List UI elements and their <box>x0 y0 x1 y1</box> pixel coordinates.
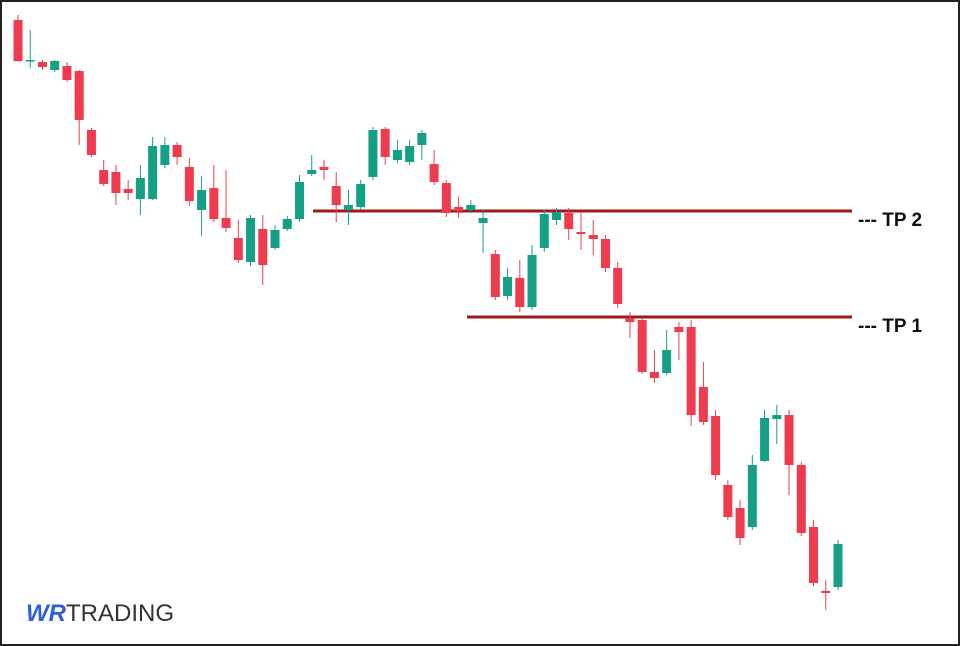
candle-body <box>833 544 843 587</box>
candle-body <box>282 219 292 229</box>
candle-body <box>515 278 525 307</box>
candle-body <box>380 129 390 157</box>
candle-body <box>343 205 353 210</box>
candle-body <box>368 130 378 177</box>
candle-body <box>552 212 562 220</box>
candle-body <box>637 320 647 372</box>
candle-body <box>197 190 207 210</box>
candle-body <box>576 232 586 234</box>
candle-body <box>25 60 35 62</box>
candle-body <box>13 20 23 61</box>
candle-body <box>772 415 782 419</box>
candle-body <box>674 327 684 332</box>
tp-label: --- TP 2 <box>858 210 922 231</box>
candle-body <box>564 213 574 229</box>
candle-body <box>258 229 268 265</box>
candle-body <box>331 186 341 205</box>
candle-body <box>539 214 549 248</box>
candle-body <box>123 189 133 193</box>
candle-body <box>686 327 696 415</box>
candle-body <box>454 207 464 211</box>
candle-body <box>209 188 219 219</box>
candle-body <box>711 416 721 475</box>
candle-body <box>319 167 329 170</box>
candle-body <box>429 164 439 182</box>
candle-body <box>172 145 182 157</box>
candle-body <box>294 182 304 219</box>
candle-body <box>37 62 47 67</box>
candle-body <box>74 71 84 120</box>
candle-body <box>760 418 770 461</box>
candle-body <box>735 508 745 538</box>
candle-body <box>466 205 476 210</box>
candle-body <box>405 146 415 162</box>
candle-body <box>392 150 402 160</box>
candle-body <box>821 591 831 593</box>
candle-body <box>62 66 72 80</box>
candle-body <box>503 277 513 296</box>
candle-body <box>441 183 451 213</box>
candle-body <box>86 130 96 155</box>
candle-body <box>662 350 672 373</box>
candle-body <box>809 527 819 583</box>
candle-body <box>233 238 243 260</box>
candle-body <box>356 184 366 207</box>
candle-body <box>600 239 610 268</box>
candle-body <box>625 318 635 322</box>
candle-body <box>723 485 733 517</box>
candle-body <box>160 145 170 165</box>
candle-body <box>588 235 598 239</box>
candle-body <box>148 146 158 199</box>
candle-body <box>527 255 537 307</box>
candle-body <box>270 230 280 248</box>
candle-body <box>747 465 757 527</box>
candle-body <box>649 372 659 378</box>
candle-body <box>111 172 121 193</box>
candle-body <box>307 170 317 174</box>
logo-name: TRADING <box>66 600 174 627</box>
candle-body <box>99 170 109 184</box>
candle-body <box>246 218 256 262</box>
candle-body <box>478 218 488 223</box>
candle-body <box>50 61 60 70</box>
logo: WRTRADING <box>26 600 174 627</box>
candle-body <box>221 218 231 228</box>
candle-body <box>784 415 794 465</box>
tp-label: --- TP 1 <box>858 316 922 337</box>
candle-body <box>796 465 806 533</box>
candle-body <box>184 167 194 201</box>
candle-body <box>698 387 708 422</box>
logo-brand: WR <box>26 600 67 627</box>
candle-body <box>417 133 427 145</box>
candle-body <box>613 268 623 304</box>
candle-body <box>135 178 145 199</box>
candle-body <box>490 254 500 297</box>
